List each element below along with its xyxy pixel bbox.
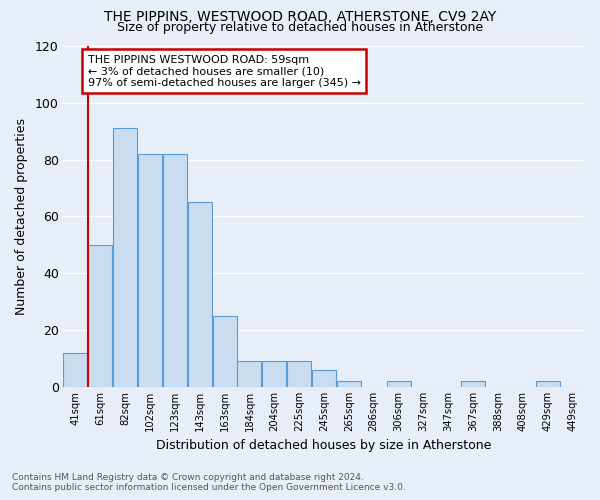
Bar [163, 154, 187, 386]
Bar [138, 154, 162, 386]
Bar [287, 361, 311, 386]
Bar [64, 352, 88, 386]
Bar [113, 128, 137, 386]
Text: Size of property relative to detached houses in Atherstone: Size of property relative to detached ho… [117, 21, 483, 34]
Bar [88, 244, 112, 386]
X-axis label: Distribution of detached houses by size in Atherstone: Distribution of detached houses by size … [157, 440, 491, 452]
Text: Contains HM Land Registry data © Crown copyright and database right 2024.
Contai: Contains HM Land Registry data © Crown c… [12, 473, 406, 492]
Y-axis label: Number of detached properties: Number of detached properties [15, 118, 28, 315]
Bar [461, 381, 485, 386]
Bar [536, 381, 560, 386]
Bar [262, 361, 286, 386]
Bar [188, 202, 212, 386]
Bar [238, 361, 262, 386]
Bar [337, 381, 361, 386]
Text: THE PIPPINS, WESTWOOD ROAD, ATHERSTONE, CV9 2AY: THE PIPPINS, WESTWOOD ROAD, ATHERSTONE, … [104, 10, 496, 24]
Bar [212, 316, 236, 386]
Text: THE PIPPINS WESTWOOD ROAD: 59sqm
← 3% of detached houses are smaller (10)
97% of: THE PIPPINS WESTWOOD ROAD: 59sqm ← 3% of… [88, 54, 361, 88]
Bar [312, 370, 336, 386]
Bar [386, 381, 410, 386]
